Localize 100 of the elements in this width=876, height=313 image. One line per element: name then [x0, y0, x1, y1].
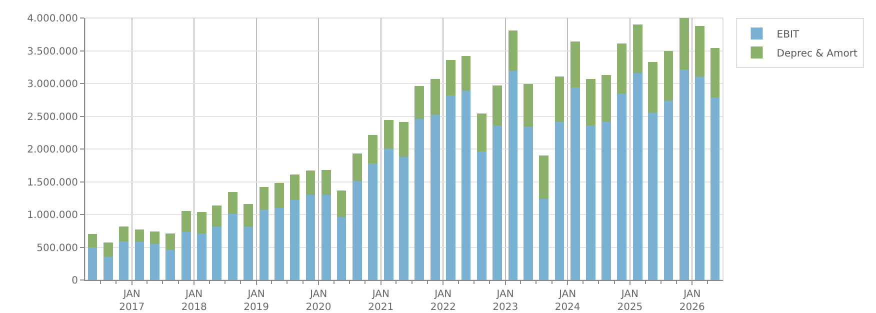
y-tick-label: 3.000.000	[27, 79, 78, 90]
y-tick-label: 1.000.000	[27, 210, 78, 221]
bar	[322, 170, 331, 195]
x-tick-label: JAN 2022	[430, 289, 456, 313]
bar	[119, 226, 129, 242]
bar	[602, 74, 611, 122]
bar	[150, 244, 160, 280]
bar	[134, 230, 144, 242]
bar	[228, 214, 238, 280]
bar	[384, 120, 394, 148]
bar	[446, 60, 456, 96]
bar	[539, 156, 549, 199]
bar	[212, 226, 222, 280]
x-tick-label: JAN 2020	[306, 289, 332, 313]
bar	[523, 126, 533, 280]
bar	[88, 234, 98, 248]
bar	[679, 18, 689, 70]
legend-label: EBIT	[776, 29, 800, 40]
bar	[119, 241, 129, 280]
bar	[632, 73, 642, 280]
bar	[244, 226, 253, 280]
x-tick-label: JAN 2024	[554, 289, 580, 313]
bar	[368, 163, 378, 280]
bar	[430, 114, 440, 280]
bar	[710, 48, 720, 98]
bar	[586, 78, 596, 126]
x-tick-label: JAN 2019	[244, 289, 270, 313]
bar	[648, 112, 658, 280]
bar	[570, 42, 580, 88]
y-tick-label: 3.500.000	[27, 46, 78, 58]
bar	[103, 256, 113, 280]
bar	[103, 242, 113, 256]
bar	[492, 125, 502, 280]
bar	[632, 24, 642, 74]
bar	[617, 44, 627, 94]
bar	[181, 232, 191, 280]
bar	[399, 156, 408, 280]
x-tick-label: JAN 2026	[679, 289, 705, 313]
y-tick-label: 2.500.000	[27, 112, 78, 123]
bar	[88, 247, 98, 280]
y-tick-label: 0	[72, 276, 78, 286]
bar	[228, 192, 238, 214]
bar	[290, 174, 300, 200]
bar	[710, 97, 720, 280]
bar	[414, 118, 424, 280]
bar	[399, 122, 408, 157]
bar	[259, 210, 269, 280]
bar	[352, 154, 362, 182]
bar	[197, 234, 206, 280]
bar	[352, 181, 362, 280]
bar	[414, 86, 424, 119]
x-tick-label: JAN 2017	[119, 289, 145, 313]
bar	[384, 148, 394, 280]
y-tick-label: 2.000.000	[27, 144, 78, 156]
bar	[244, 204, 253, 226]
bar	[181, 211, 191, 232]
bar	[322, 194, 331, 280]
bar	[554, 122, 564, 280]
bar	[570, 87, 580, 280]
x-tick-label: JAN 2021	[368, 289, 394, 313]
bar	[197, 212, 206, 234]
bar	[492, 85, 502, 126]
bar	[336, 190, 346, 218]
bar	[508, 30, 518, 72]
bar	[461, 90, 471, 280]
bar	[617, 93, 627, 280]
y-tick-label: 1.500.000	[27, 177, 78, 188]
bar	[679, 70, 689, 280]
x-tick-label: JAN 2023	[492, 289, 518, 313]
bar	[134, 242, 144, 280]
x-tick-label: JAN 2025	[617, 289, 643, 313]
bar	[306, 194, 316, 280]
bar	[476, 114, 486, 152]
bar	[523, 84, 533, 127]
y-tick-label: 4.000.000	[27, 14, 78, 24]
bar	[290, 200, 300, 280]
bar	[336, 217, 346, 280]
x-tick-label: JAN 2018	[181, 289, 207, 313]
legend-label: Deprec & Amort	[776, 48, 858, 60]
bar	[476, 152, 486, 280]
bar	[212, 205, 222, 226]
bar	[166, 234, 176, 250]
bar	[150, 232, 160, 244]
bar	[274, 208, 284, 280]
bar	[508, 71, 518, 280]
bar	[695, 76, 705, 280]
bar	[602, 122, 611, 280]
bar	[664, 50, 674, 101]
bar	[664, 100, 674, 280]
y-tick-label: 500.000	[36, 242, 78, 254]
bar	[274, 183, 284, 208]
bar	[259, 186, 269, 210]
bar	[446, 95, 456, 280]
bar	[554, 76, 564, 122]
bar	[461, 56, 471, 91]
bar	[648, 62, 658, 112]
bar	[586, 125, 596, 280]
bar	[166, 250, 176, 280]
bar	[306, 170, 316, 195]
bar	[430, 78, 440, 114]
